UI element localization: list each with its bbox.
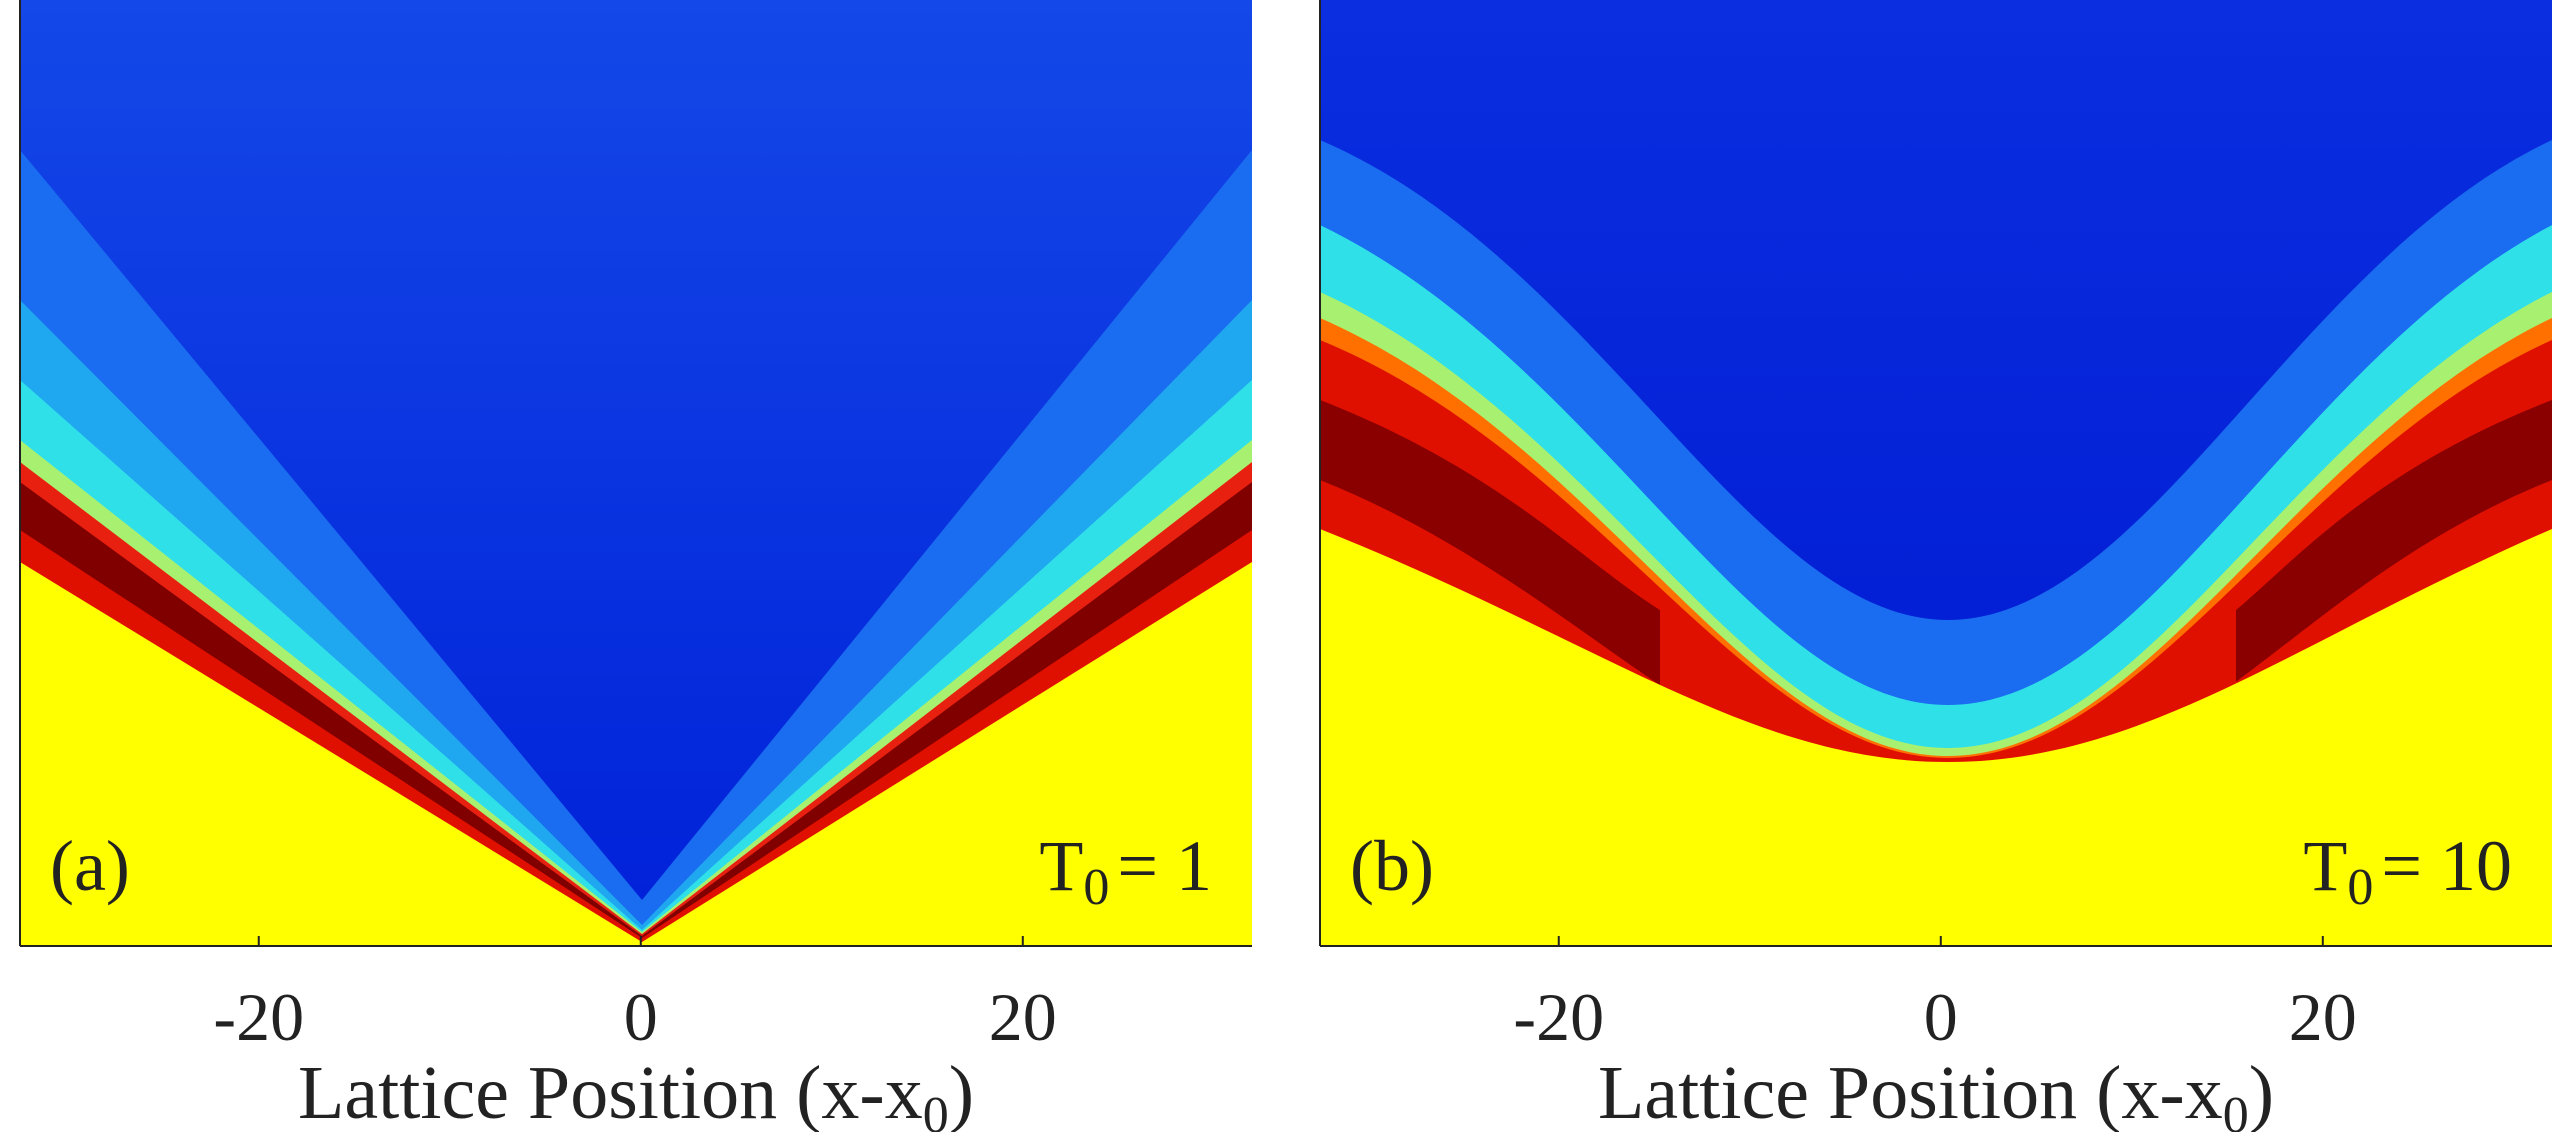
x-tick-label: 0 bbox=[624, 979, 658, 1055]
x-axis-label: Lattice Position (x-x0) bbox=[1598, 1051, 2274, 1132]
panel-label: (b) bbox=[1350, 826, 1434, 906]
x-tick-label: -20 bbox=[213, 979, 304, 1055]
x-tick-label: 0 bbox=[1924, 979, 1958, 1055]
annotation-subscript: 0 bbox=[2347, 859, 2373, 916]
x-label-text: Lattice Position (x-x bbox=[1598, 1051, 2223, 1132]
annotation: T0 = 1 bbox=[1039, 826, 1212, 916]
x-label-subscript: 0 bbox=[2223, 1087, 2249, 1132]
annotation-symbol: T bbox=[2303, 826, 2347, 906]
annotation-text: = 1 bbox=[1117, 826, 1212, 906]
annotation-text: = 10 bbox=[2381, 826, 2512, 906]
x-axis-label: Lattice Position (x-x0) bbox=[298, 1051, 974, 1132]
x-label-suffix: ) bbox=[2249, 1051, 2274, 1132]
annotation-subscript: 0 bbox=[1083, 859, 1109, 916]
x-label-subscript: 0 bbox=[923, 1087, 949, 1132]
annotation: T0 = 10 bbox=[2303, 826, 2512, 916]
x-tick-label: -20 bbox=[1513, 979, 1604, 1055]
heatmap-a bbox=[19, 0, 1252, 947]
annotation-symbol: T bbox=[1039, 826, 1083, 906]
x-label-text: Lattice Position (x-x bbox=[298, 1051, 923, 1132]
heatmap-b bbox=[1319, 0, 2552, 947]
panel-label: (a) bbox=[50, 826, 130, 906]
x-tick-label: 20 bbox=[989, 979, 1057, 1055]
x-tick-label: 20 bbox=[2289, 979, 2357, 1055]
x-label-suffix: ) bbox=[949, 1051, 974, 1132]
